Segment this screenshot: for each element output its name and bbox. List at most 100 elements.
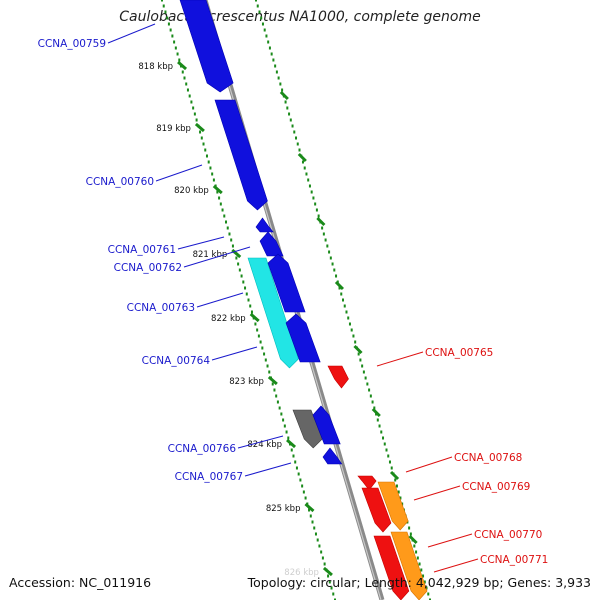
track-dot [312,196,315,200]
track-dot [226,226,229,230]
gene-label-ccna-00769: CCNA_00769 [462,481,530,493]
track-dot [283,424,286,428]
track-dot [202,142,205,146]
gene-ccna-00766 [292,409,323,449]
track-dot [284,100,287,104]
track-dot [240,274,243,278]
track-dot [321,556,324,560]
track-dot [255,0,257,2]
tick-mark [408,534,418,545]
track-dot [263,352,266,356]
track-dot [282,418,285,422]
track-dot [388,460,391,464]
track-dot [212,178,215,182]
track-dot [277,76,280,80]
track-dot [211,172,214,176]
track-dot [205,154,208,158]
track-dot [385,448,388,452]
track-dot [338,286,341,290]
track-dot [289,118,292,122]
track-dot [307,178,310,182]
label-leader [183,246,251,268]
track-dot [199,130,202,134]
track-dot [309,514,312,518]
track-dot [293,130,296,134]
tick-mark [177,60,188,71]
track-dot [420,568,423,572]
track-dot [369,394,372,398]
track-dot [357,352,360,356]
track-dot [301,160,304,164]
track-dot [181,70,184,74]
track-dot [271,382,274,386]
track-dot [164,10,167,14]
tick-label: 822 kbp [211,314,246,324]
track-dot [275,394,278,398]
track-dot [364,376,367,380]
track-dot [299,478,302,482]
track-dot [245,292,248,296]
gene-ccna-00767 [322,447,343,465]
gene-label-ccna-00767: CCNA_00767 [175,471,243,483]
track-dot [305,172,308,176]
track-dot [296,142,299,146]
label-leader [244,462,292,477]
track-dot [219,202,222,206]
track-dot [317,214,320,218]
track-dot [416,556,419,560]
track-dot [371,400,374,404]
tick-mark [249,312,260,323]
track-dot [171,34,174,38]
tick-mark [304,502,315,513]
track-dot [308,508,311,512]
gene-label-ccna-00765: CCNA_00765 [425,347,493,359]
track-dot [334,598,336,600]
track-dot [178,58,181,62]
track-dot [264,358,267,362]
track-dot [192,106,195,110]
gene-ccna-00763 [247,257,299,369]
track-dot [327,574,330,578]
track-dot [169,28,172,32]
track-dot [310,190,313,194]
track-dot [260,16,263,20]
track-dot [230,238,233,242]
track-dot [331,262,334,266]
track-dot [193,112,196,116]
track-dot [280,412,283,416]
track-dot [225,220,228,224]
track-dot [216,190,219,194]
track-dot [267,40,270,44]
track-dot [313,526,316,530]
track-dot [270,52,273,56]
gene-label-ccna-00761: CCNA_00761 [108,244,176,256]
track-dot [278,406,281,410]
track-dot [286,106,289,110]
track-dot [161,0,163,2]
track-dot [378,424,381,428]
track-dot [301,484,304,488]
track-dot [350,328,353,332]
track-dot [218,196,221,200]
track-dot [200,136,203,140]
tick-mark [286,438,297,449]
track-dot [413,544,416,548]
track-dot [235,256,238,260]
tick-mark [297,152,307,163]
track-dot [291,124,294,128]
gene-label-ccna-00759: CCNA_00759 [38,38,106,50]
track-dot [266,364,269,368]
track-dot [415,550,418,554]
track-dot [242,280,245,284]
track-dot [274,64,277,68]
gene-label-ccna-00760: CCNA_00760 [86,176,154,188]
gene-ccna-00760 [214,99,268,211]
track-dot [259,340,262,344]
track-dot [204,148,207,152]
track-dot [332,592,335,596]
track-dot [408,526,411,530]
track-dot [362,370,365,374]
track-dot [429,598,431,600]
track-dot [343,304,346,308]
